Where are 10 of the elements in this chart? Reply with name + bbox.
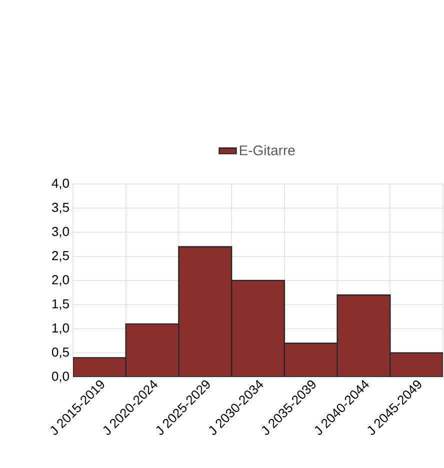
y-tick-label: 3,0 [52,226,69,238]
y-tick-label: 3,5 [52,202,69,214]
y-tick-label: 2,5 [52,251,69,262]
y-tick-label: 2,0 [52,275,69,286]
y-tick-label: 0,0 [52,372,69,382]
y-tick-label: 4,0 [52,178,69,190]
y-tick-label: 1,5 [52,299,69,310]
y-tick-label: 1,0 [52,323,69,334]
y-tick-label: 0,5 [52,348,69,358]
legend-label: E-Gitarre [240,145,295,156]
